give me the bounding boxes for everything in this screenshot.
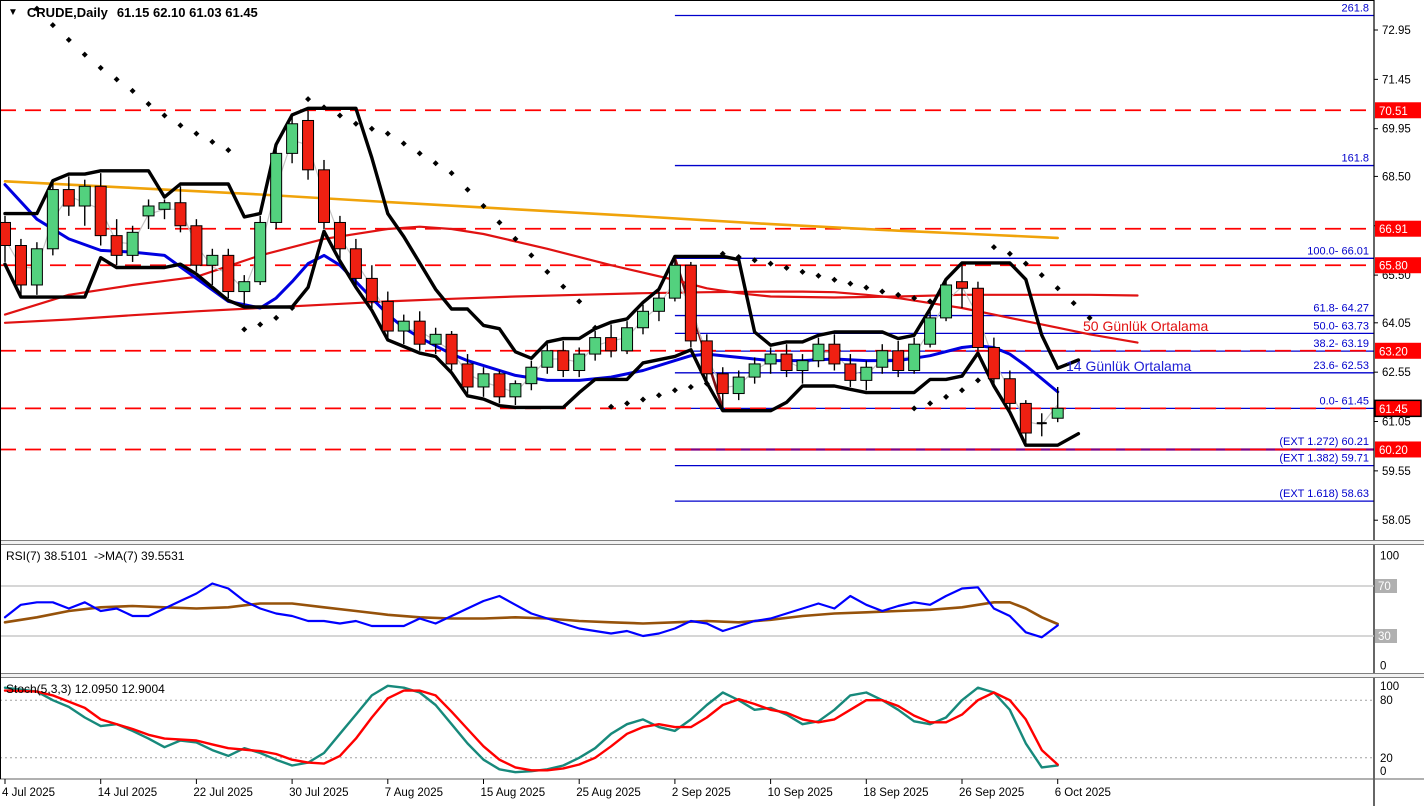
symbol-period-label: CRUDE,Daily <box>26 5 108 20</box>
svg-text:261.8: 261.8 <box>1341 3 1369 15</box>
svg-text:64.05: 64.05 <box>1382 318 1411 330</box>
svg-text:25 Aug 2025: 25 Aug 2025 <box>576 787 641 799</box>
svg-text:0: 0 <box>1380 766 1386 778</box>
svg-text:(EXT 1.272) 60.21: (EXT 1.272) 60.21 <box>1279 436 1369 448</box>
svg-text:20: 20 <box>1380 753 1393 765</box>
svg-text:26 Sep 2025: 26 Sep 2025 <box>959 787 1024 799</box>
svg-text:65.80: 65.80 <box>1379 261 1408 273</box>
svg-text:68.50: 68.50 <box>1382 171 1411 183</box>
svg-text:50.0- 63.73: 50.0- 63.73 <box>1313 320 1369 332</box>
svg-text:0: 0 <box>1380 661 1386 673</box>
svg-text:100.0- 66.01: 100.0- 66.01 <box>1307 245 1369 257</box>
svg-text:70: 70 <box>1378 581 1391 593</box>
svg-text:80: 80 <box>1380 695 1393 707</box>
svg-text:23.6- 62.53: 23.6- 62.53 <box>1313 360 1369 372</box>
svg-text:161.8: 161.8 <box>1341 153 1369 165</box>
svg-text:61.45: 61.45 <box>1379 404 1408 416</box>
svg-text:61.05: 61.05 <box>1382 417 1411 429</box>
svg-text:6 Oct 2025: 6 Oct 2025 <box>1055 787 1111 799</box>
svg-text:62.55: 62.55 <box>1382 367 1411 379</box>
svg-text:18 Sep 2025: 18 Sep 2025 <box>863 787 928 799</box>
symbol-ohlc-readout: ▼ CRUDE,Daily 61.15 62.10 61.03 61.45 <box>8 5 258 20</box>
svg-text:14 Jul 2025: 14 Jul 2025 <box>98 787 157 799</box>
svg-text:4 Jul 2025: 4 Jul 2025 <box>2 787 55 799</box>
collapse-triangle-icon[interactable]: ▼ <box>8 6 18 18</box>
svg-text:(EXT 1.618) 58.63: (EXT 1.618) 58.63 <box>1279 488 1369 500</box>
ma14-annotation: 14 Günlük Ortalama <box>1066 358 1192 374</box>
svg-text:22 Jul 2025: 22 Jul 2025 <box>193 787 252 799</box>
svg-text:60.20: 60.20 <box>1379 445 1408 457</box>
svg-text:38.2- 63.19: 38.2- 63.19 <box>1313 338 1369 350</box>
svg-text:0.0- 61.45: 0.0- 61.45 <box>1319 395 1369 407</box>
price-channel-layer <box>3 106 1081 447</box>
svg-text:72.95: 72.95 <box>1382 25 1411 37</box>
svg-text:59.55: 59.55 <box>1382 466 1411 478</box>
svg-text:2 Sep 2025: 2 Sep 2025 <box>672 787 731 799</box>
svg-text:71.45: 71.45 <box>1382 74 1411 86</box>
stoch-indicator-label: Stoch(5,3,3) 12.0950 12.9004 <box>6 682 165 696</box>
rsi-panel: 100 0 70 30 <box>0 551 1399 673</box>
svg-text:63.20: 63.20 <box>1379 346 1408 358</box>
parabolic-sar-layer <box>33 5 1093 412</box>
svg-text:30 Jul 2025: 30 Jul 2025 <box>289 787 348 799</box>
ma50-annotation: 50 Günlük Ortalama <box>1083 318 1209 334</box>
svg-text:66.91: 66.91 <box>1379 224 1408 236</box>
svg-text:10 Sep 2025: 10 Sep 2025 <box>768 787 833 799</box>
svg-text:58.05: 58.05 <box>1382 515 1411 527</box>
candles-layer <box>0 110 1064 443</box>
rsi-indicator-label: RSI(7) 38.5101 ->MA(7) 39.5531 <box>6 549 185 563</box>
svg-text:100: 100 <box>1380 551 1399 563</box>
stochastic-panel: 100 80 200 <box>0 681 1399 778</box>
svg-text:(EXT 1.382) 59.71: (EXT 1.382) 59.71 <box>1279 453 1369 465</box>
svg-text:100: 100 <box>1380 681 1399 693</box>
ohlc-values: 61.15 62.10 61.03 61.45 <box>116 5 258 20</box>
svg-text:7 Aug 2025: 7 Aug 2025 <box>385 787 443 799</box>
svg-text:30: 30 <box>1378 631 1391 643</box>
svg-text:70.51: 70.51 <box>1379 106 1408 118</box>
svg-text:69.95: 69.95 <box>1382 124 1411 136</box>
svg-text:61.8- 64.27: 61.8- 64.27 <box>1313 303 1369 315</box>
svg-text:15 Aug 2025: 15 Aug 2025 <box>481 787 546 799</box>
